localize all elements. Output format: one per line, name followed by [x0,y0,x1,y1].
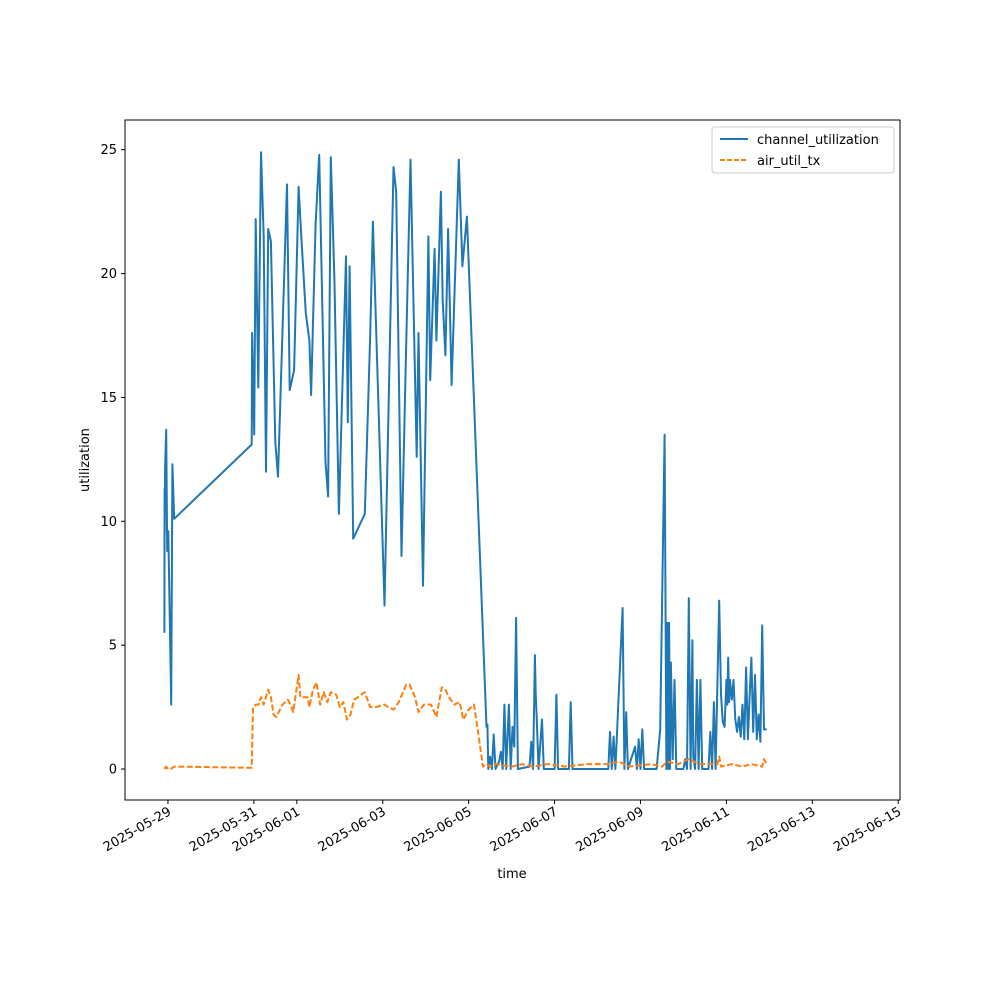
y-tick-label: 20 [100,267,117,282]
y-tick-label: 25 [100,143,117,158]
y-tick-label: 15 [100,391,117,406]
axes-frame [124,119,901,801]
y-tick-label: 10 [100,515,117,530]
y-axis: 0 5 10 15 20 25 [100,143,125,778]
series-line-channel-utilization [163,151,767,770]
y-axis-label: utilization [78,428,93,492]
plot-lines [163,151,768,770]
y-tick-label: 0 [109,763,117,778]
y-tick-label: 5 [109,639,117,654]
legend-label-channel-utilization: channel_utilization [757,133,879,148]
legend-box [711,126,895,174]
legend-label-air-util-tx: air_util_tx [757,154,821,169]
series-line-air-util-tx [163,673,768,770]
legend: channel_utilization air_util_tx [711,126,895,174]
x-axis-label: time [497,867,526,882]
